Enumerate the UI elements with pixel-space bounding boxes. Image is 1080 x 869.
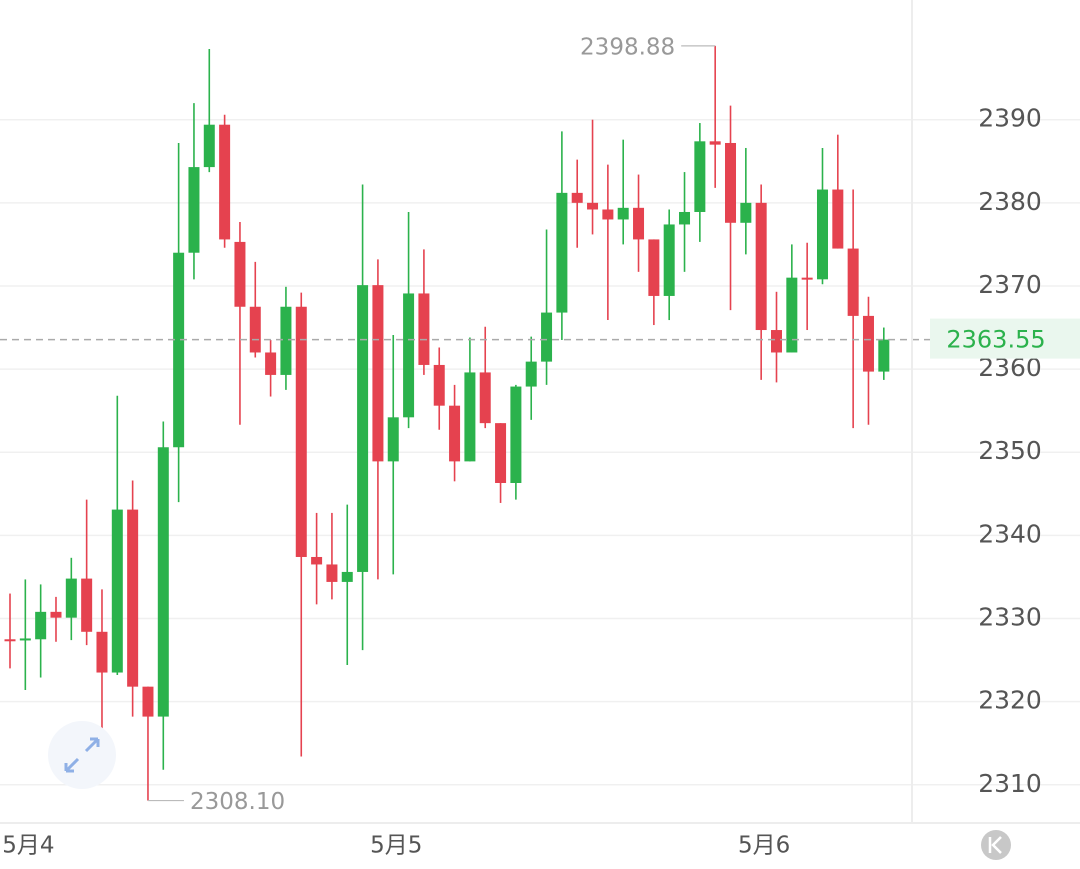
candle-body xyxy=(663,224,675,296)
candle-body xyxy=(81,578,93,632)
candle-body xyxy=(571,192,583,203)
candle-body xyxy=(862,315,874,372)
last-price-label: 2363.55 xyxy=(946,326,1045,354)
candle-body xyxy=(111,509,123,673)
candle-body xyxy=(510,386,522,483)
candle-body xyxy=(878,339,890,372)
candle-body xyxy=(4,639,16,642)
candle-body xyxy=(249,306,261,353)
candle-body xyxy=(479,372,491,424)
expand-button[interactable] xyxy=(48,721,116,789)
candle-body xyxy=(740,202,752,223)
candle-body xyxy=(556,192,568,313)
x-tick-label: 5月6 xyxy=(738,833,790,859)
min-label: 2308.10 xyxy=(190,789,285,815)
candle-body xyxy=(587,202,599,210)
candle-body xyxy=(648,239,660,296)
expand-bg xyxy=(48,721,116,789)
y-tick-label: 2330 xyxy=(978,602,1042,631)
expand-icon xyxy=(64,737,100,773)
candle-body xyxy=(694,141,706,212)
candle-body xyxy=(832,189,844,249)
y-tick-label: 2340 xyxy=(978,519,1042,548)
candle-body xyxy=(633,207,645,240)
candle-body xyxy=(65,578,77,618)
candle-body xyxy=(142,686,154,717)
y-tick-label: 2310 xyxy=(978,769,1042,798)
candle-body xyxy=(295,306,307,557)
candle-body xyxy=(433,364,445,406)
k-icon xyxy=(988,836,1002,854)
candle-body xyxy=(755,202,767,331)
candle-body xyxy=(801,277,813,280)
candle-body xyxy=(357,285,369,572)
candle-body xyxy=(725,142,737,223)
x-tick-label: 5月4 xyxy=(2,833,54,859)
candle-body xyxy=(525,361,537,387)
candle-body xyxy=(709,141,721,145)
y-tick-label: 2350 xyxy=(978,436,1042,465)
candle-body xyxy=(326,564,338,582)
candle-body xyxy=(35,611,47,640)
candle-body xyxy=(127,509,139,687)
candle-body xyxy=(234,241,246,307)
y-tick-label: 2380 xyxy=(978,187,1042,216)
candle-body xyxy=(173,252,185,448)
candle-body xyxy=(311,556,323,565)
candle-body xyxy=(219,124,231,240)
candle-body xyxy=(50,611,62,618)
candle-body xyxy=(541,312,553,362)
candle-body xyxy=(495,423,507,483)
y-tick-label: 2370 xyxy=(978,270,1042,299)
candle-body xyxy=(19,638,31,641)
x-tick-label: 5月5 xyxy=(370,833,422,859)
k-button[interactable] xyxy=(981,830,1011,860)
candle-body xyxy=(265,352,277,375)
candle-body xyxy=(679,211,691,225)
y-tick-label: 2320 xyxy=(978,686,1042,715)
candle-body xyxy=(602,209,614,220)
y-tick-label: 2390 xyxy=(978,104,1042,133)
candle-body xyxy=(203,124,215,168)
candle-body xyxy=(280,306,292,375)
k-bg xyxy=(981,830,1011,860)
candle-body xyxy=(617,207,629,220)
candle-body xyxy=(372,285,384,462)
candle-body xyxy=(96,631,108,673)
candle-body xyxy=(188,167,200,253)
candle-body xyxy=(418,293,430,365)
candle-body xyxy=(464,372,476,462)
candle-body xyxy=(449,405,461,462)
candle-body xyxy=(403,293,415,418)
candle-body xyxy=(847,248,859,316)
candle-body xyxy=(771,330,782,353)
candle-body xyxy=(157,447,169,717)
candle-body xyxy=(816,189,828,280)
candle-body xyxy=(786,277,798,353)
candle-body xyxy=(341,571,353,582)
max-label: 2398.88 xyxy=(580,34,675,60)
candle-body xyxy=(387,417,399,462)
last-price-bg xyxy=(930,318,1080,359)
